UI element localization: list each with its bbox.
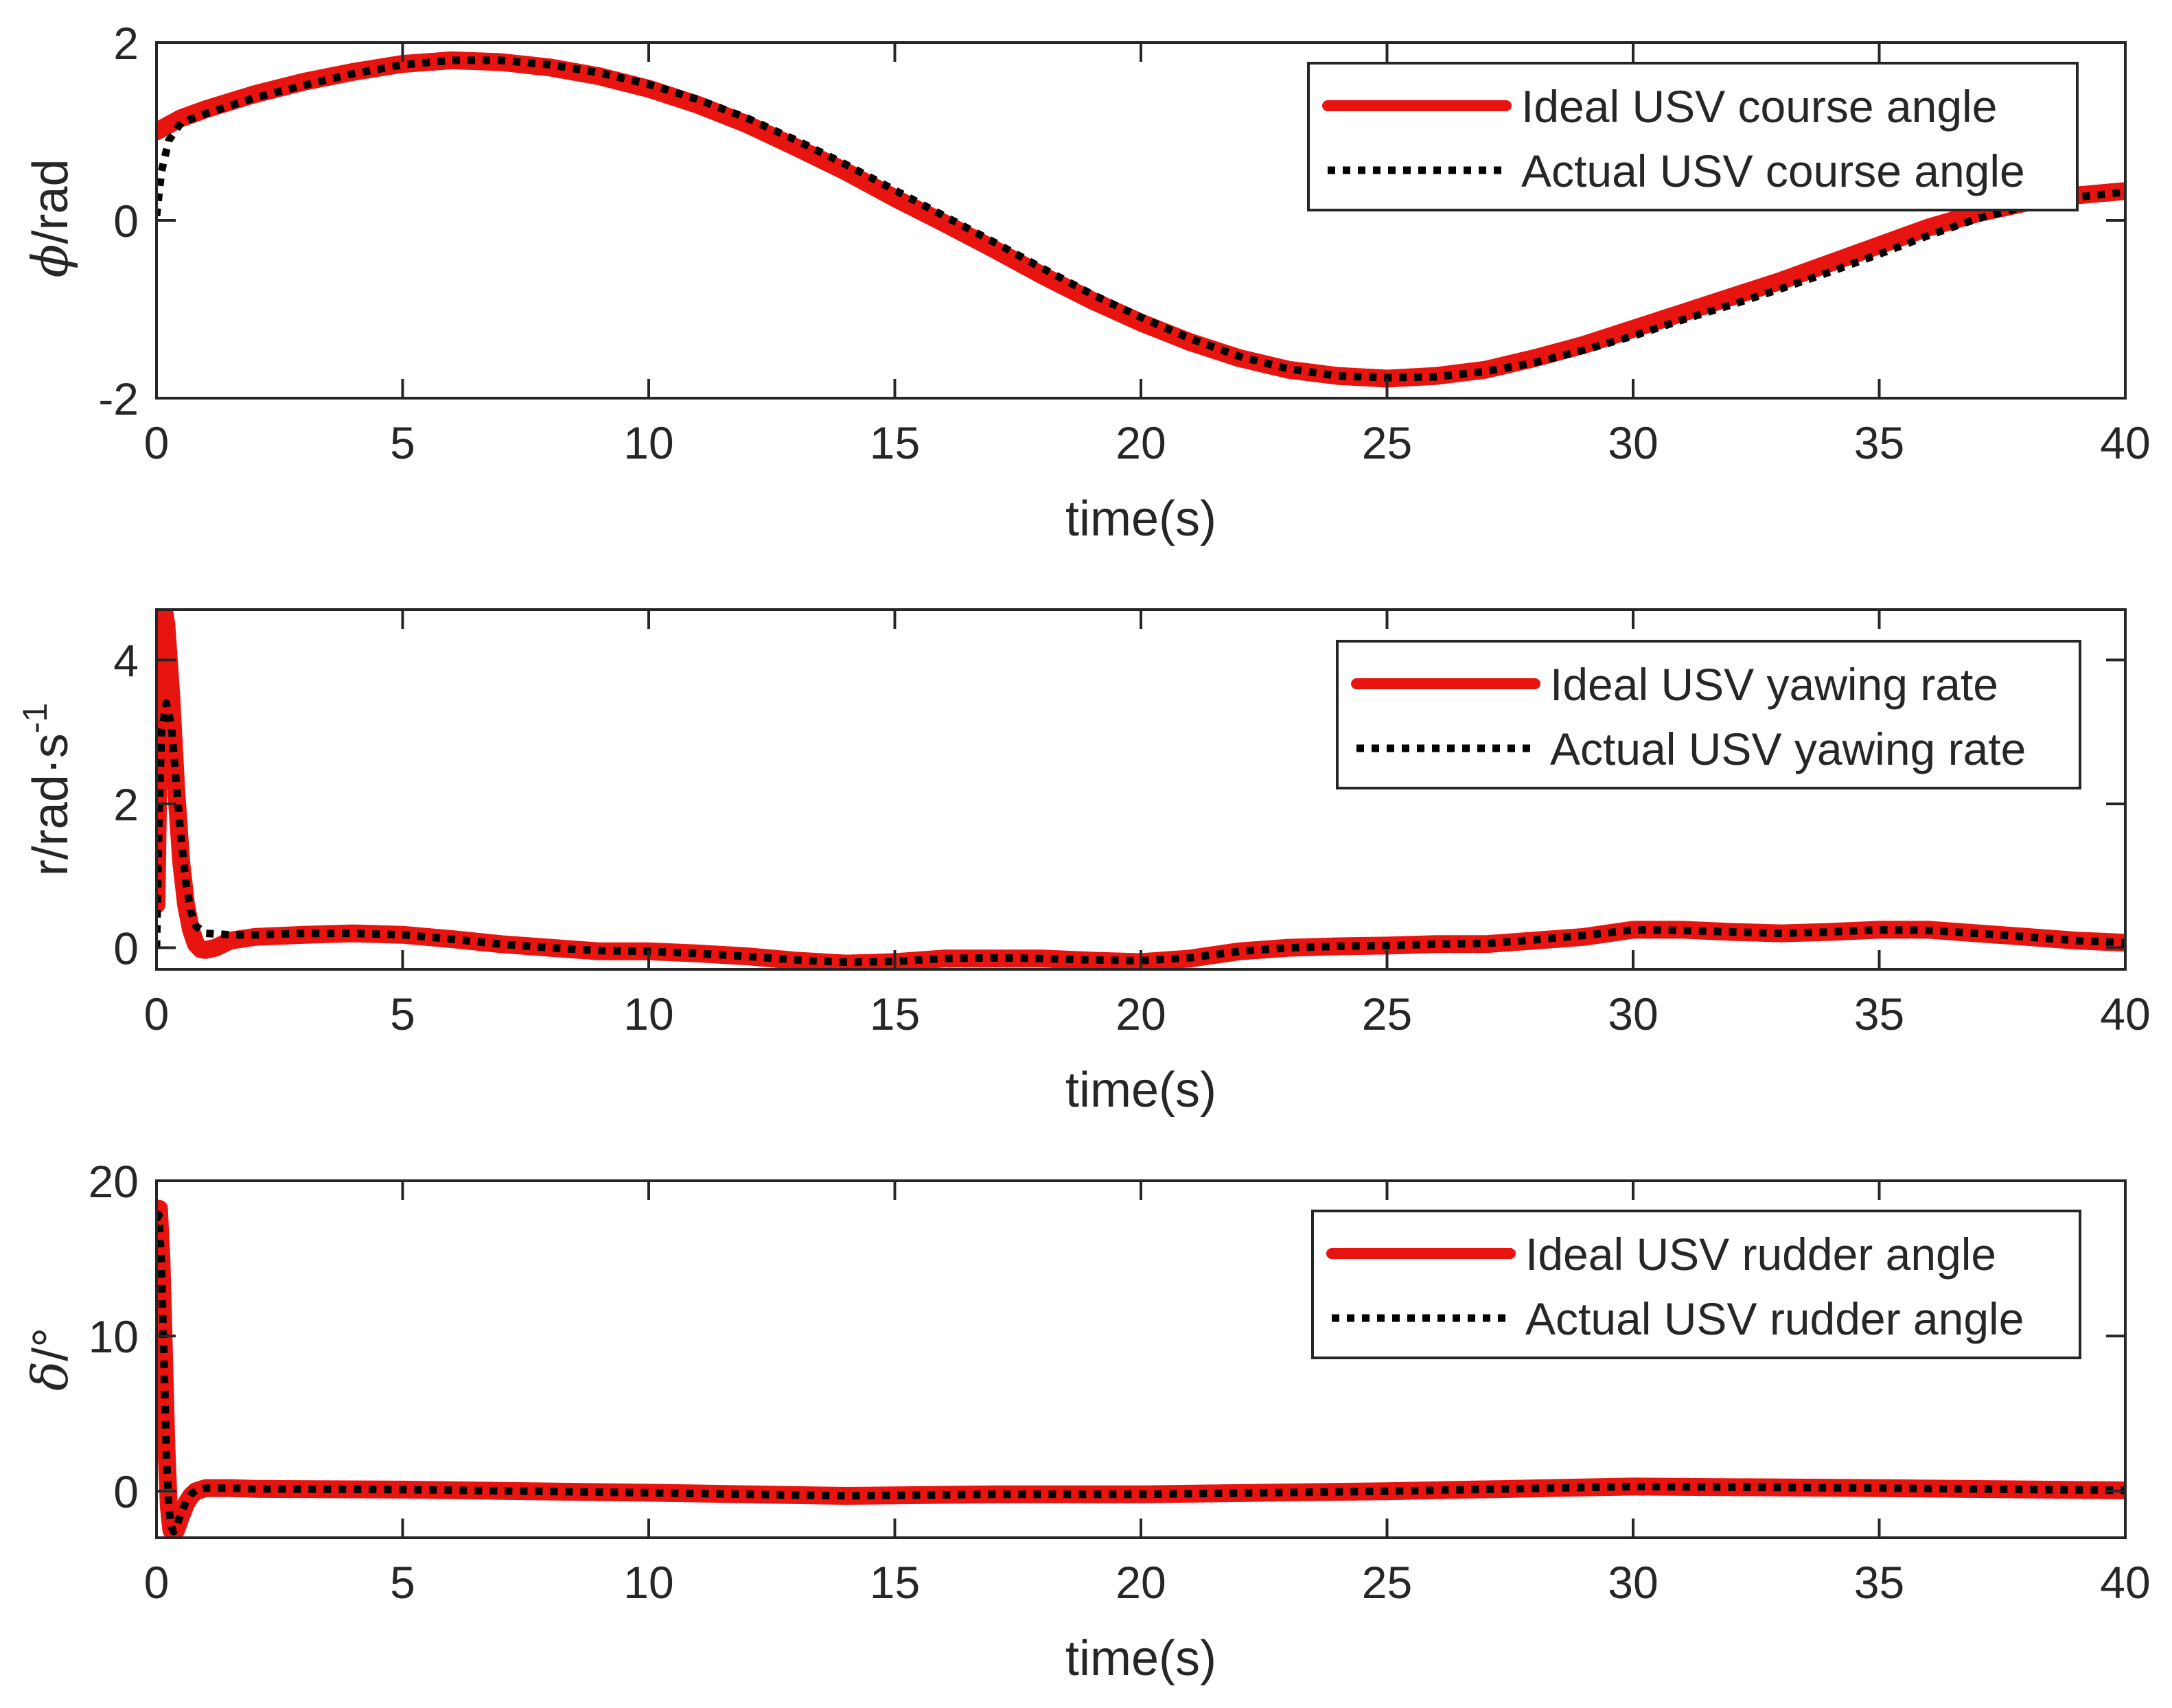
x-tick-label: 10: [623, 1557, 673, 1608]
y-axis-label: r/rad·s-1: [16, 703, 78, 877]
legend-label-ideal: Ideal USV rudder angle: [1525, 1229, 1996, 1280]
y-axis-text: /rad: [23, 159, 78, 244]
y-axis-text: /°: [23, 1328, 78, 1361]
x-tick-label: 5: [390, 989, 415, 1039]
x-tick-label: 40: [2100, 417, 2150, 468]
x-tick-label: 25: [1362, 989, 1412, 1039]
actual-series-line: [157, 1211, 2125, 1536]
x-tick-label: 10: [623, 417, 673, 468]
y-tick-label: -2: [98, 373, 139, 424]
panel-2: 0 5 10 15 20 25 30 35 40 0 2 4 time(s) r/rad·s-1 Ideal…: [16, 608, 2151, 1118]
y-tick-label: 0: [113, 1466, 139, 1517]
legend: Ideal USV rudder angle Actual USV rudder …: [1311, 1210, 2081, 1359]
y-tick-label: 0: [113, 196, 139, 246]
legend-label-ideal: Ideal USV yawing rate: [1550, 659, 1998, 710]
y-axis-label: ϕ/rad: [21, 159, 79, 277]
legend: Ideal USV course angle Actual USV course …: [1307, 62, 2079, 211]
x-tick-label: 0: [144, 1557, 170, 1608]
x-tick-label: 35: [1854, 1557, 1904, 1608]
y-tick-label: 2: [113, 18, 139, 69]
legend-box: [1311, 1210, 2081, 1359]
x-tick-label: 10: [623, 989, 673, 1039]
x-tick-label: 25: [1362, 417, 1412, 468]
x-tick-label: 0: [144, 417, 170, 468]
y-axis-symbol: δ: [21, 1361, 79, 1391]
x-axis-label: time(s): [1065, 1063, 1216, 1118]
x-tick-label: 30: [1608, 417, 1658, 468]
x-tick-label: 5: [390, 417, 415, 468]
x-axis-label: time(s): [1065, 1631, 1216, 1686]
legend-label-actual: Actual USV course angle: [1521, 146, 2025, 196]
x-tick-label: 15: [870, 417, 920, 468]
y-tick-label: 20: [89, 1156, 139, 1207]
legend-label-actual: Actual USV rudder angle: [1525, 1293, 2024, 1344]
x-tick-label: 15: [870, 1557, 920, 1608]
x-tick-label: 40: [2100, 1557, 2150, 1608]
x-tick-label: 25: [1362, 1557, 1412, 1608]
x-axis-label: time(s): [1065, 492, 1216, 546]
legend-label-ideal: Ideal USV course angle: [1521, 81, 1997, 132]
y-tick-label: 4: [113, 635, 139, 686]
y-tick-label: 10: [89, 1311, 139, 1362]
y-axis-text: r/rad·s: [23, 733, 78, 876]
x-tick-label: 35: [1854, 989, 1904, 1039]
legend-label-actual: Actual USV yawing rate: [1550, 724, 2026, 774]
legend-box: [1307, 62, 2079, 211]
x-tick-label: 15: [870, 989, 920, 1039]
x-tick-label: 30: [1608, 989, 1658, 1039]
y-axis-label: δ/°: [21, 1328, 79, 1391]
x-tick-label: 0: [144, 989, 170, 1039]
y-axis-superscript: -1: [16, 703, 54, 733]
x-tick-label: 20: [1116, 989, 1166, 1039]
x-tick-label: 20: [1116, 1557, 1166, 1608]
y-axis-symbol: ϕ: [21, 244, 79, 278]
actual-series-line: [157, 699, 2125, 966]
panel-3: 0 5 10 15 20 25 30 35 40 0 10 20 time(s) δ/° Ideal USV…: [21, 1156, 2151, 1686]
x-tick-label: 5: [390, 1557, 415, 1608]
x-tick-label: 20: [1116, 417, 1166, 468]
legend-box: [1336, 640, 2081, 789]
legend: Ideal USV yawing rate Actual USV yawing r…: [1336, 640, 2081, 789]
y-tick-label: 2: [113, 779, 139, 830]
actual-series-line: [157, 56, 2125, 382]
y-tick-label: 0: [113, 923, 139, 974]
x-tick-label: 30: [1608, 1557, 1658, 1608]
x-tick-label: 35: [1854, 417, 1904, 468]
x-tick-label: 40: [2100, 989, 2150, 1039]
